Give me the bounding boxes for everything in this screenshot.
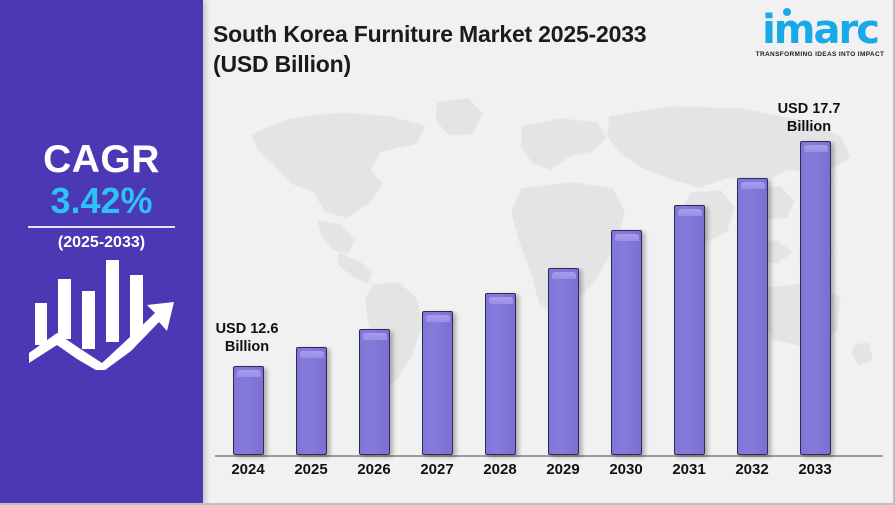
bar-body — [359, 329, 390, 455]
value-label-2033-line2: Billion — [786, 119, 832, 136]
bar-body — [611, 230, 642, 455]
bar-2030[interactable] — [611, 230, 642, 455]
bar-cap — [488, 296, 513, 304]
cagr-sidebar: CAGR 3.42% (2025-2033) — [0, 0, 203, 503]
bar-body — [800, 141, 831, 455]
value-label-2033: USD 17.7 Billion — [761, 100, 857, 136]
x-tick-2031: 2031 — [672, 461, 706, 478]
bar-cap — [362, 332, 387, 340]
bar-cap — [677, 208, 702, 216]
bar-2031[interactable] — [674, 205, 705, 455]
bar-cap — [551, 271, 576, 279]
x-tick-2024: 2024 — [231, 461, 265, 478]
value-label-2024-line2: Billion — [224, 339, 270, 356]
page-title-line-1: South Korea Furniture Market 2025-2033 — [213, 21, 647, 47]
bar-cap — [614, 233, 639, 241]
x-tick-2027: 2027 — [420, 461, 454, 478]
bar-2027[interactable] — [422, 311, 453, 455]
x-tick-2029: 2029 — [546, 461, 580, 478]
imarc-logo: imarc TRANSFORMING IDEAS INTO IMPACT — [752, 6, 888, 64]
cagr-value: 3.42% — [50, 180, 153, 221]
bar-2029[interactable] — [548, 268, 579, 455]
bar-body — [548, 268, 579, 455]
axis-baseline — [215, 455, 883, 457]
bar-cap — [425, 314, 450, 322]
x-tick-2026: 2026 — [357, 461, 391, 478]
cagr-label: CAGR — [43, 138, 160, 181]
bar-body — [422, 311, 453, 455]
bar-2025[interactable] — [296, 347, 327, 455]
bar-2026[interactable] — [359, 329, 390, 455]
bar-2033[interactable] — [800, 141, 831, 455]
x-tick-2032: 2032 — [735, 461, 769, 478]
x-tick-2033: 2033 — [798, 461, 832, 478]
cagr-period: (2025-2033) — [57, 234, 146, 251]
value-label-2024-line1: USD 12.6 — [215, 321, 279, 337]
chart-plot-area: USD 12.6 Billion USD 17.7 Billion 2024 2… — [203, 0, 893, 503]
x-tick-2028: 2028 — [483, 461, 517, 478]
logo-tagline: TRANSFORMING IDEAS INTO IMPACT — [755, 51, 885, 58]
cagr-divider — [28, 226, 175, 228]
page-title-line-2: (USD Billion) — [213, 51, 351, 78]
bar-cap — [299, 350, 324, 358]
bar-2028[interactable] — [485, 293, 516, 455]
bar-cap — [236, 369, 261, 377]
bar-body — [233, 366, 264, 455]
value-label-2024: USD 12.6 Billion — [199, 320, 295, 356]
logo-dot-icon — [783, 8, 791, 16]
growth-bar-chart-arrow-icon — [29, 260, 174, 370]
bar-body — [674, 205, 705, 455]
bar-body — [485, 293, 516, 455]
bar-body — [737, 178, 768, 455]
bar-body — [296, 347, 327, 455]
logo-wordmark: imarc — [762, 7, 880, 53]
value-label-2033-line1: USD 17.7 — [777, 101, 841, 117]
bar-cap — [803, 144, 828, 152]
bar-cap — [740, 181, 765, 189]
bar-2032[interactable] — [737, 178, 768, 455]
x-tick-2025: 2025 — [294, 461, 328, 478]
page-title: South Korea Furniture Market 2025-2033 (… — [213, 19, 733, 80]
bar-2024[interactable] — [233, 366, 264, 455]
x-tick-2030: 2030 — [609, 461, 643, 478]
